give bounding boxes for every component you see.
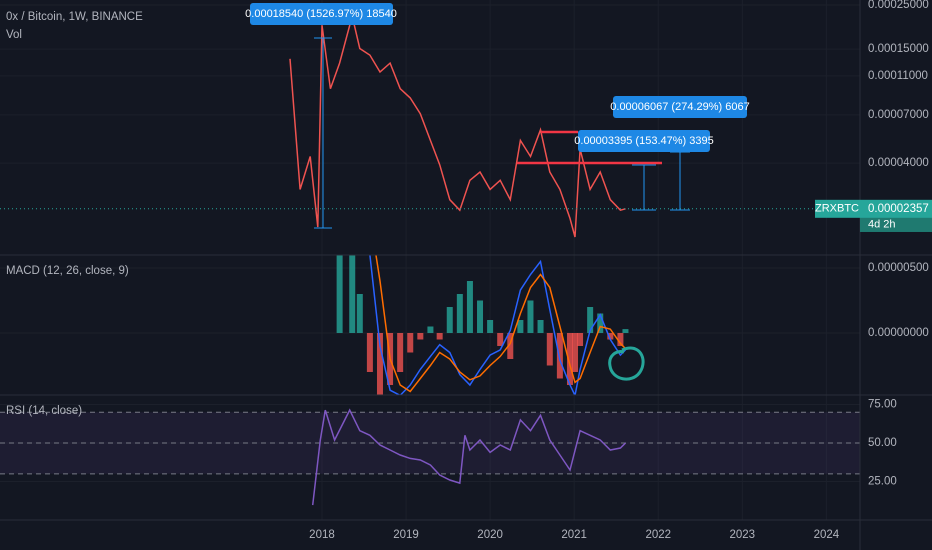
rsi-title: RSI (14, close): [6, 405, 82, 417]
histogram-bar: [566, 332, 573, 385]
histogram-bar: [607, 332, 614, 340]
panel-plot: [289, 15, 626, 238]
x-tick-label: 2022: [645, 529, 671, 541]
histogram-bar: [477, 300, 484, 333]
histogram-bar: [436, 332, 443, 340]
annotation: 0.00006067 (274.29%) 6067: [610, 101, 749, 113]
x-tick-label: 2021: [561, 529, 587, 541]
annotation-box: [250, 3, 393, 25]
panel-plot: [0, 408, 860, 506]
volume-label: Vol: [6, 29, 22, 41]
histogram-bar: [427, 326, 434, 333]
histogram-bar: [527, 300, 534, 333]
histogram-bar: [497, 332, 504, 346]
x-tick-label: 2019: [393, 529, 419, 541]
histogram-bar: [349, 255, 356, 333]
histogram-bar: [617, 332, 624, 346]
y-tick-label: 75.00: [868, 399, 897, 411]
histogram-bar: [446, 306, 453, 333]
y-tick-label: 50.00: [868, 437, 897, 449]
y-tick-label: 0.00015000: [868, 43, 929, 55]
macd-title: MACD (12, 26, close, 9): [6, 265, 129, 277]
y-tick-label: 0.00004000: [868, 157, 929, 169]
histogram-bar: [407, 332, 414, 353]
x-tick-label: 2018: [309, 529, 335, 541]
x-tick-label: 2023: [730, 529, 756, 541]
price-line: [289, 15, 626, 238]
histogram-bar: [376, 332, 383, 395]
annotation-box: [613, 96, 747, 118]
y-tick-label: 0.00011000: [868, 70, 928, 82]
macd-line: [369, 255, 627, 395]
plot-layer: [0, 15, 860, 506]
histogram-bar: [577, 332, 584, 346]
macd-line: [339, 255, 627, 393]
annotation: 0.00003395 (153.47%) 3395: [574, 135, 713, 147]
panel-plot: [336, 255, 629, 395]
y-tick-label: 0.00007000: [868, 109, 929, 121]
histogram-bar: [417, 332, 424, 340]
histogram-bar: [397, 332, 404, 372]
histogram-bar: [572, 332, 579, 372]
x-tick-label: 2024: [814, 529, 840, 541]
histogram-bar: [537, 319, 544, 333]
last-price-label: 0.00002357: [868, 203, 929, 215]
measure-tool: [632, 164, 656, 211]
histogram-bar: [587, 306, 594, 333]
countdown-box: [860, 217, 932, 232]
histogram-bar: [356, 293, 363, 333]
histogram-bar: [597, 313, 604, 333]
histogram-bar: [456, 293, 463, 333]
symbol-label: ZRXBTC: [815, 203, 859, 215]
histogram-bar: [336, 255, 343, 333]
y-tick-label: 0.00000000: [868, 327, 929, 339]
histogram-bar: [507, 332, 514, 359]
histogram-bar: [466, 280, 473, 333]
countdown-label: 4d 2h: [868, 219, 896, 231]
symbol-box: [815, 199, 860, 218]
histogram-bar: [487, 319, 494, 333]
y-tick-label: 25.00: [868, 476, 897, 488]
x-tick-label: 2020: [477, 529, 503, 541]
freehand-circle: [608, 346, 645, 381]
y-tick-label: 0.00025000: [868, 0, 929, 11]
histogram-bar: [622, 329, 629, 333]
annotation-box: [578, 130, 710, 152]
y-tick-label: 0.00000500: [868, 262, 929, 274]
measure-tool: [314, 37, 332, 229]
histogram-bar: [366, 332, 373, 372]
chart-title: 0x / Bitcoin, 1W, BINANCE: [6, 11, 143, 23]
histogram-bar: [517, 319, 524, 333]
histogram-bar: [556, 332, 563, 379]
price-line: [311, 408, 627, 506]
histogram-bar: [546, 332, 553, 366]
band-fill: [0, 412, 860, 474]
annotation: 0.00018540 (1526.97%) 18540: [245, 8, 397, 20]
